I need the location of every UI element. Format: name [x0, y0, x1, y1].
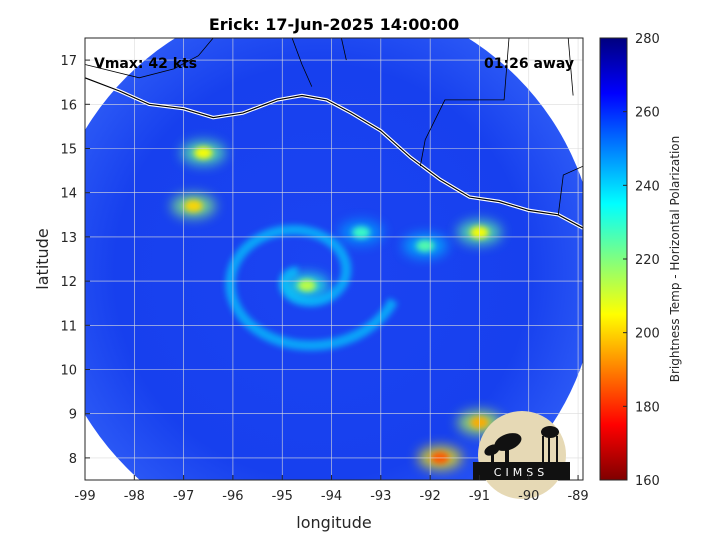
y-tick-label: 11 — [60, 319, 77, 334]
y-tick-label: 17 — [60, 54, 77, 69]
colorbar-tick-label: 200 — [635, 327, 660, 342]
x-tick-label: -94 — [321, 489, 342, 504]
y-tick-label: 12 — [60, 275, 77, 290]
x-tick-label: -90 — [518, 489, 539, 504]
feature-core — [297, 279, 316, 292]
border-line — [85, 38, 214, 79]
x-tick-label: -96 — [222, 489, 243, 504]
x-tick-label: -91 — [469, 489, 490, 504]
grid — [85, 38, 583, 480]
chart-title: Erick: 17-Jun-2025 14:00:00 — [209, 15, 459, 34]
colorbar-tick-label: 280 — [635, 32, 660, 47]
y-tick-label: 8 — [69, 452, 77, 467]
coastline-map — [85, 38, 583, 230]
y-tick-label: 15 — [60, 143, 77, 158]
y-tick-label: 9 — [69, 408, 77, 423]
x-tick-label: -95 — [272, 489, 293, 504]
y-tick-label: 10 — [60, 364, 77, 379]
time-away-label: 01:26 away — [484, 56, 574, 72]
cimss-logo: CIMSS — [473, 411, 570, 499]
y-axis-label: latitude — [33, 228, 52, 289]
colorbar-ticks: 160 180 200 220 240 260 280 — [623, 32, 660, 489]
vmax-label: Vmax: 42 kts — [94, 56, 197, 72]
x-tick-label: -99 — [74, 489, 95, 504]
x-tick-label: -89 — [567, 489, 588, 504]
border-line — [567, 38, 574, 96]
colorbar-label: Brightness Temp - Horizontal Polarizatio… — [668, 136, 682, 383]
border-line — [557, 165, 583, 215]
cimss-logo-text: CIMSS — [494, 466, 548, 479]
feature-core — [184, 199, 203, 212]
colorbar-tick-label: 180 — [635, 400, 660, 415]
y-tick-label: 16 — [60, 98, 77, 113]
feature-core — [352, 226, 371, 239]
feature-core — [416, 239, 435, 252]
coastline — [85, 77, 583, 229]
spiral-band — [225, 224, 398, 351]
colorbar-tick-label: 260 — [635, 106, 660, 121]
x-tick-label: -97 — [173, 489, 194, 504]
x-axis-label: longitude — [296, 513, 371, 532]
border-line — [291, 38, 313, 87]
x-tick-label: -92 — [420, 489, 441, 504]
x-tick-label: -98 — [124, 489, 145, 504]
x-axis: -99 -98 -97 -96 -95 -94 -93 -92 -91 -90 -89 — [74, 475, 589, 504]
y-tick-label: 13 — [60, 231, 77, 246]
plot-frame — [84, 37, 584, 481]
colorbar-tick-label: 160 — [635, 474, 660, 489]
y-axis: 8 9 10 11 12 13 14 15 16 17 — [60, 54, 90, 467]
feature-core — [194, 146, 213, 159]
colorbar-tick-label: 240 — [635, 179, 660, 194]
border-line — [419, 38, 510, 167]
colorbar — [599, 37, 628, 481]
colorbar-tick-label: 220 — [635, 253, 660, 268]
border-line — [341, 38, 347, 61]
x-tick-label: -93 — [370, 489, 391, 504]
y-tick-label: 14 — [60, 187, 77, 202]
